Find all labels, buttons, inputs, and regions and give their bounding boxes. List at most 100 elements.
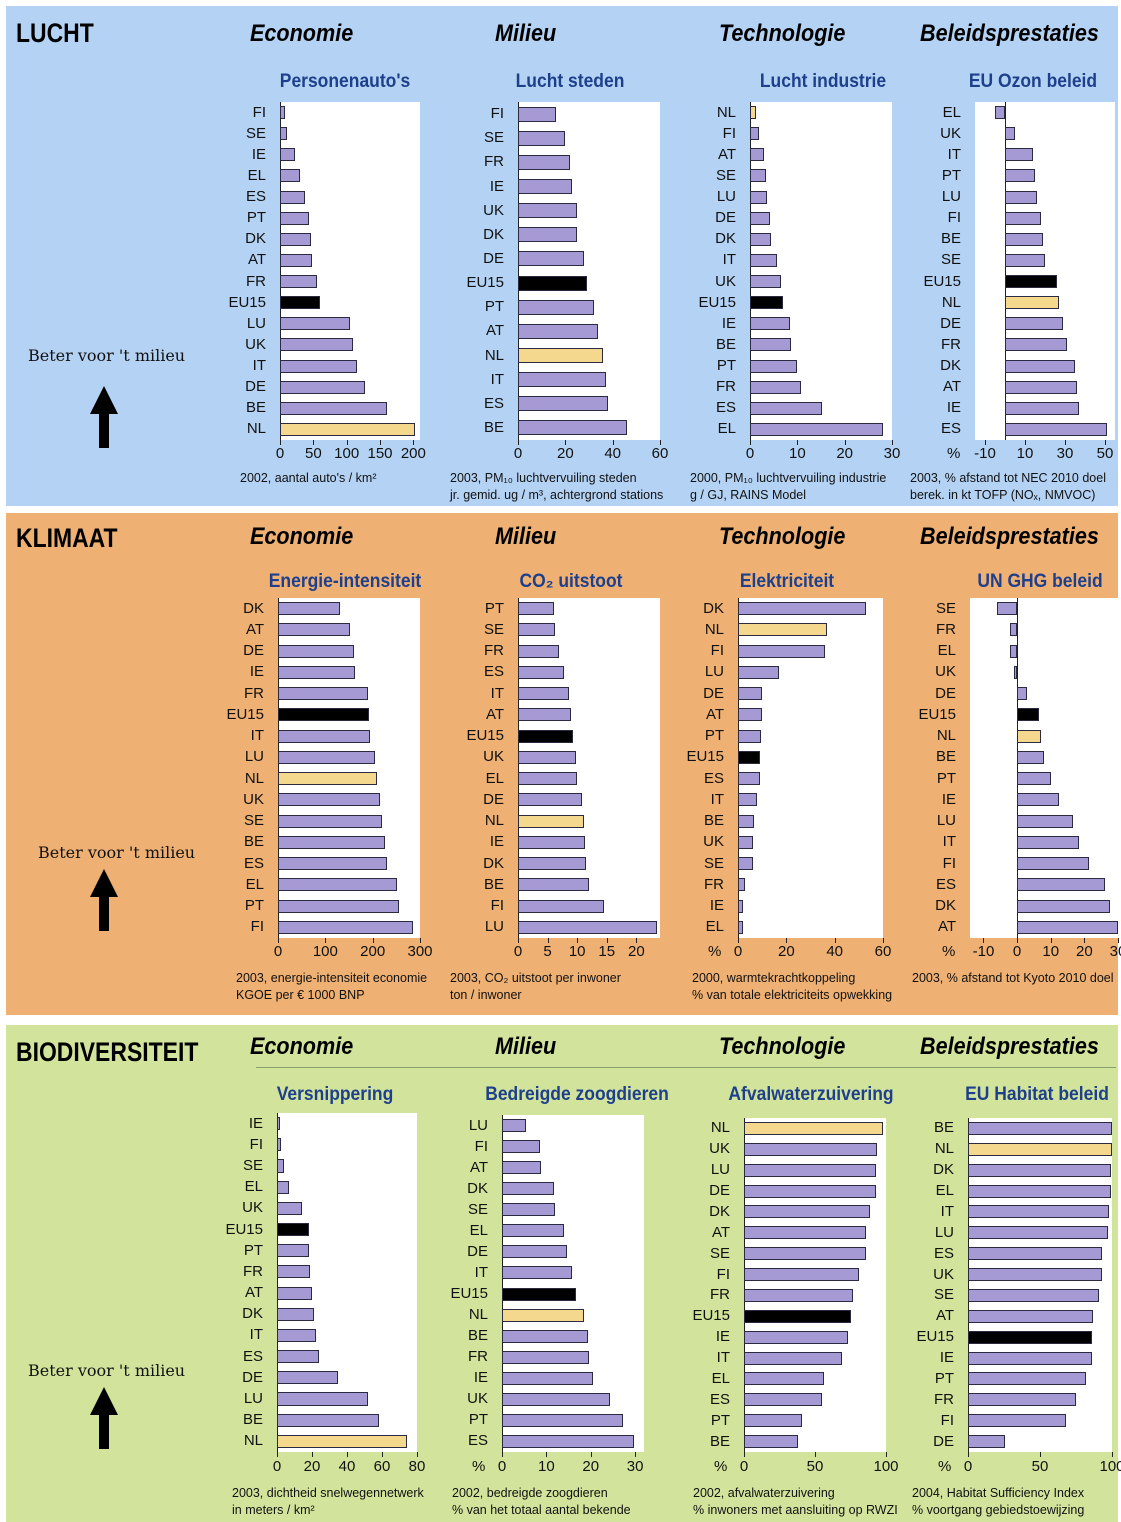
bar-uk (280, 338, 354, 352)
category-label: FI (716, 1265, 730, 1283)
category-label: DK (940, 357, 961, 375)
category-label: AT (942, 378, 961, 396)
bar-eu15 (518, 275, 587, 291)
category-label: LU (243, 1390, 263, 1408)
bar-lu (750, 190, 768, 204)
category-label: NL (243, 1432, 263, 1450)
category-label: FI (474, 1137, 488, 1155)
bar-ie (1005, 401, 1079, 415)
bar-lu (1017, 814, 1073, 828)
tick-mark (380, 440, 381, 445)
bar-lu (280, 317, 350, 331)
bar-eu15 (1005, 275, 1057, 289)
tick-label: 150 (367, 445, 393, 462)
percent-unit-label: % (947, 445, 961, 462)
percent-unit-label: % (938, 1458, 952, 1475)
category-label: FR (244, 684, 264, 702)
category-label: SE (935, 599, 956, 617)
tick-mark (613, 440, 614, 445)
tick-mark (278, 938, 279, 943)
tick-label: 10 (788, 445, 806, 462)
category-label: IE (721, 314, 736, 332)
category-label: EL (717, 420, 736, 438)
chart-note: % inwoners met aansluiting op RWZI (693, 1503, 898, 1517)
category-label: DK (243, 599, 264, 617)
bar-ie (1017, 793, 1060, 807)
tick-label: 0 (513, 445, 523, 462)
bar-de (278, 644, 354, 658)
category-label: SE (715, 166, 736, 184)
bar-eu15 (502, 1287, 577, 1301)
percent-unit-label: % (942, 943, 956, 960)
chart-note: 2000, PM₁₀ luchtvervuiling industrie (690, 471, 887, 485)
tick-mark (1084, 938, 1085, 943)
category-label: LU (246, 314, 266, 332)
bar-it (277, 1328, 316, 1343)
category-label: EU15 (466, 727, 504, 745)
better-label: Beter voor 't milieu (28, 346, 186, 365)
category-label: IT (474, 1263, 488, 1281)
category-label: FR (941, 335, 961, 353)
bar-lu (968, 1226, 1108, 1240)
category-label: FI (252, 103, 266, 121)
tick-mark (325, 938, 326, 943)
tick-label: 5 (543, 943, 552, 960)
bar-es (502, 1434, 635, 1448)
bar-fr (1005, 338, 1067, 352)
tick-label: 60 (874, 943, 892, 960)
category-label: DE (245, 378, 266, 396)
category-label: FI (940, 1411, 954, 1429)
tick-mark (347, 1452, 348, 1457)
chart-note: 2003, dichtheid snelwegennetwerk (232, 1486, 424, 1500)
category-label: FR (936, 620, 956, 638)
category-label: UK (467, 1390, 488, 1408)
category-label: DE (483, 249, 504, 267)
tick-mark (502, 1452, 503, 1457)
category-label: IT (947, 145, 961, 163)
bar-fr (1010, 623, 1018, 637)
category-label: ES (467, 1432, 488, 1450)
tick-label: 30 (883, 445, 901, 462)
category-label: FR (484, 153, 504, 171)
bar-nl (738, 623, 828, 637)
tick-label: 300 (407, 943, 433, 960)
tick-mark (607, 938, 608, 943)
bar-fi (738, 644, 825, 658)
chart-title: Versnippering (276, 1084, 394, 1105)
bar-el (968, 1184, 1111, 1198)
category-label: LU (716, 188, 736, 206)
bar-uk (1013, 665, 1018, 679)
bar-it (280, 359, 357, 373)
bar-dk (277, 1307, 314, 1321)
bar-it (968, 1205, 1110, 1219)
up-arrow-shape (90, 1387, 118, 1449)
theme-underline (256, 1067, 1116, 1068)
section-title: LUCHT (16, 18, 94, 48)
chart-title: UN GHG beleid (977, 571, 1103, 592)
category-label: DE (242, 1368, 263, 1386)
category-label: EL (711, 1369, 730, 1387)
bar-eu15 (1017, 708, 1039, 722)
bar-pt (518, 299, 594, 315)
bar-dk (744, 1205, 871, 1219)
zero-axis (518, 102, 519, 440)
bar-dk (968, 1163, 1111, 1177)
category-label: NL (710, 1119, 730, 1137)
category-label: UK (242, 1199, 263, 1217)
bar-se (738, 857, 753, 871)
better-label: Beter voor 't milieu (38, 843, 196, 862)
tick-mark (985, 440, 986, 445)
bar-ie (502, 1371, 593, 1385)
tick-mark (1065, 440, 1066, 445)
chart-title: Personenauto's (279, 71, 411, 92)
category-label: ES (940, 420, 961, 438)
bar-se (1005, 253, 1045, 267)
bar-fi (1017, 857, 1090, 871)
bar-lu (744, 1163, 877, 1177)
tick-label: 10 (1042, 943, 1060, 960)
tick-label: 0 (745, 445, 755, 462)
tick-mark (797, 440, 798, 445)
tick-label: 0 (273, 943, 283, 960)
tick-label: 40 (604, 445, 621, 462)
chart-title: Afvalwaterzuivering (728, 1084, 894, 1105)
